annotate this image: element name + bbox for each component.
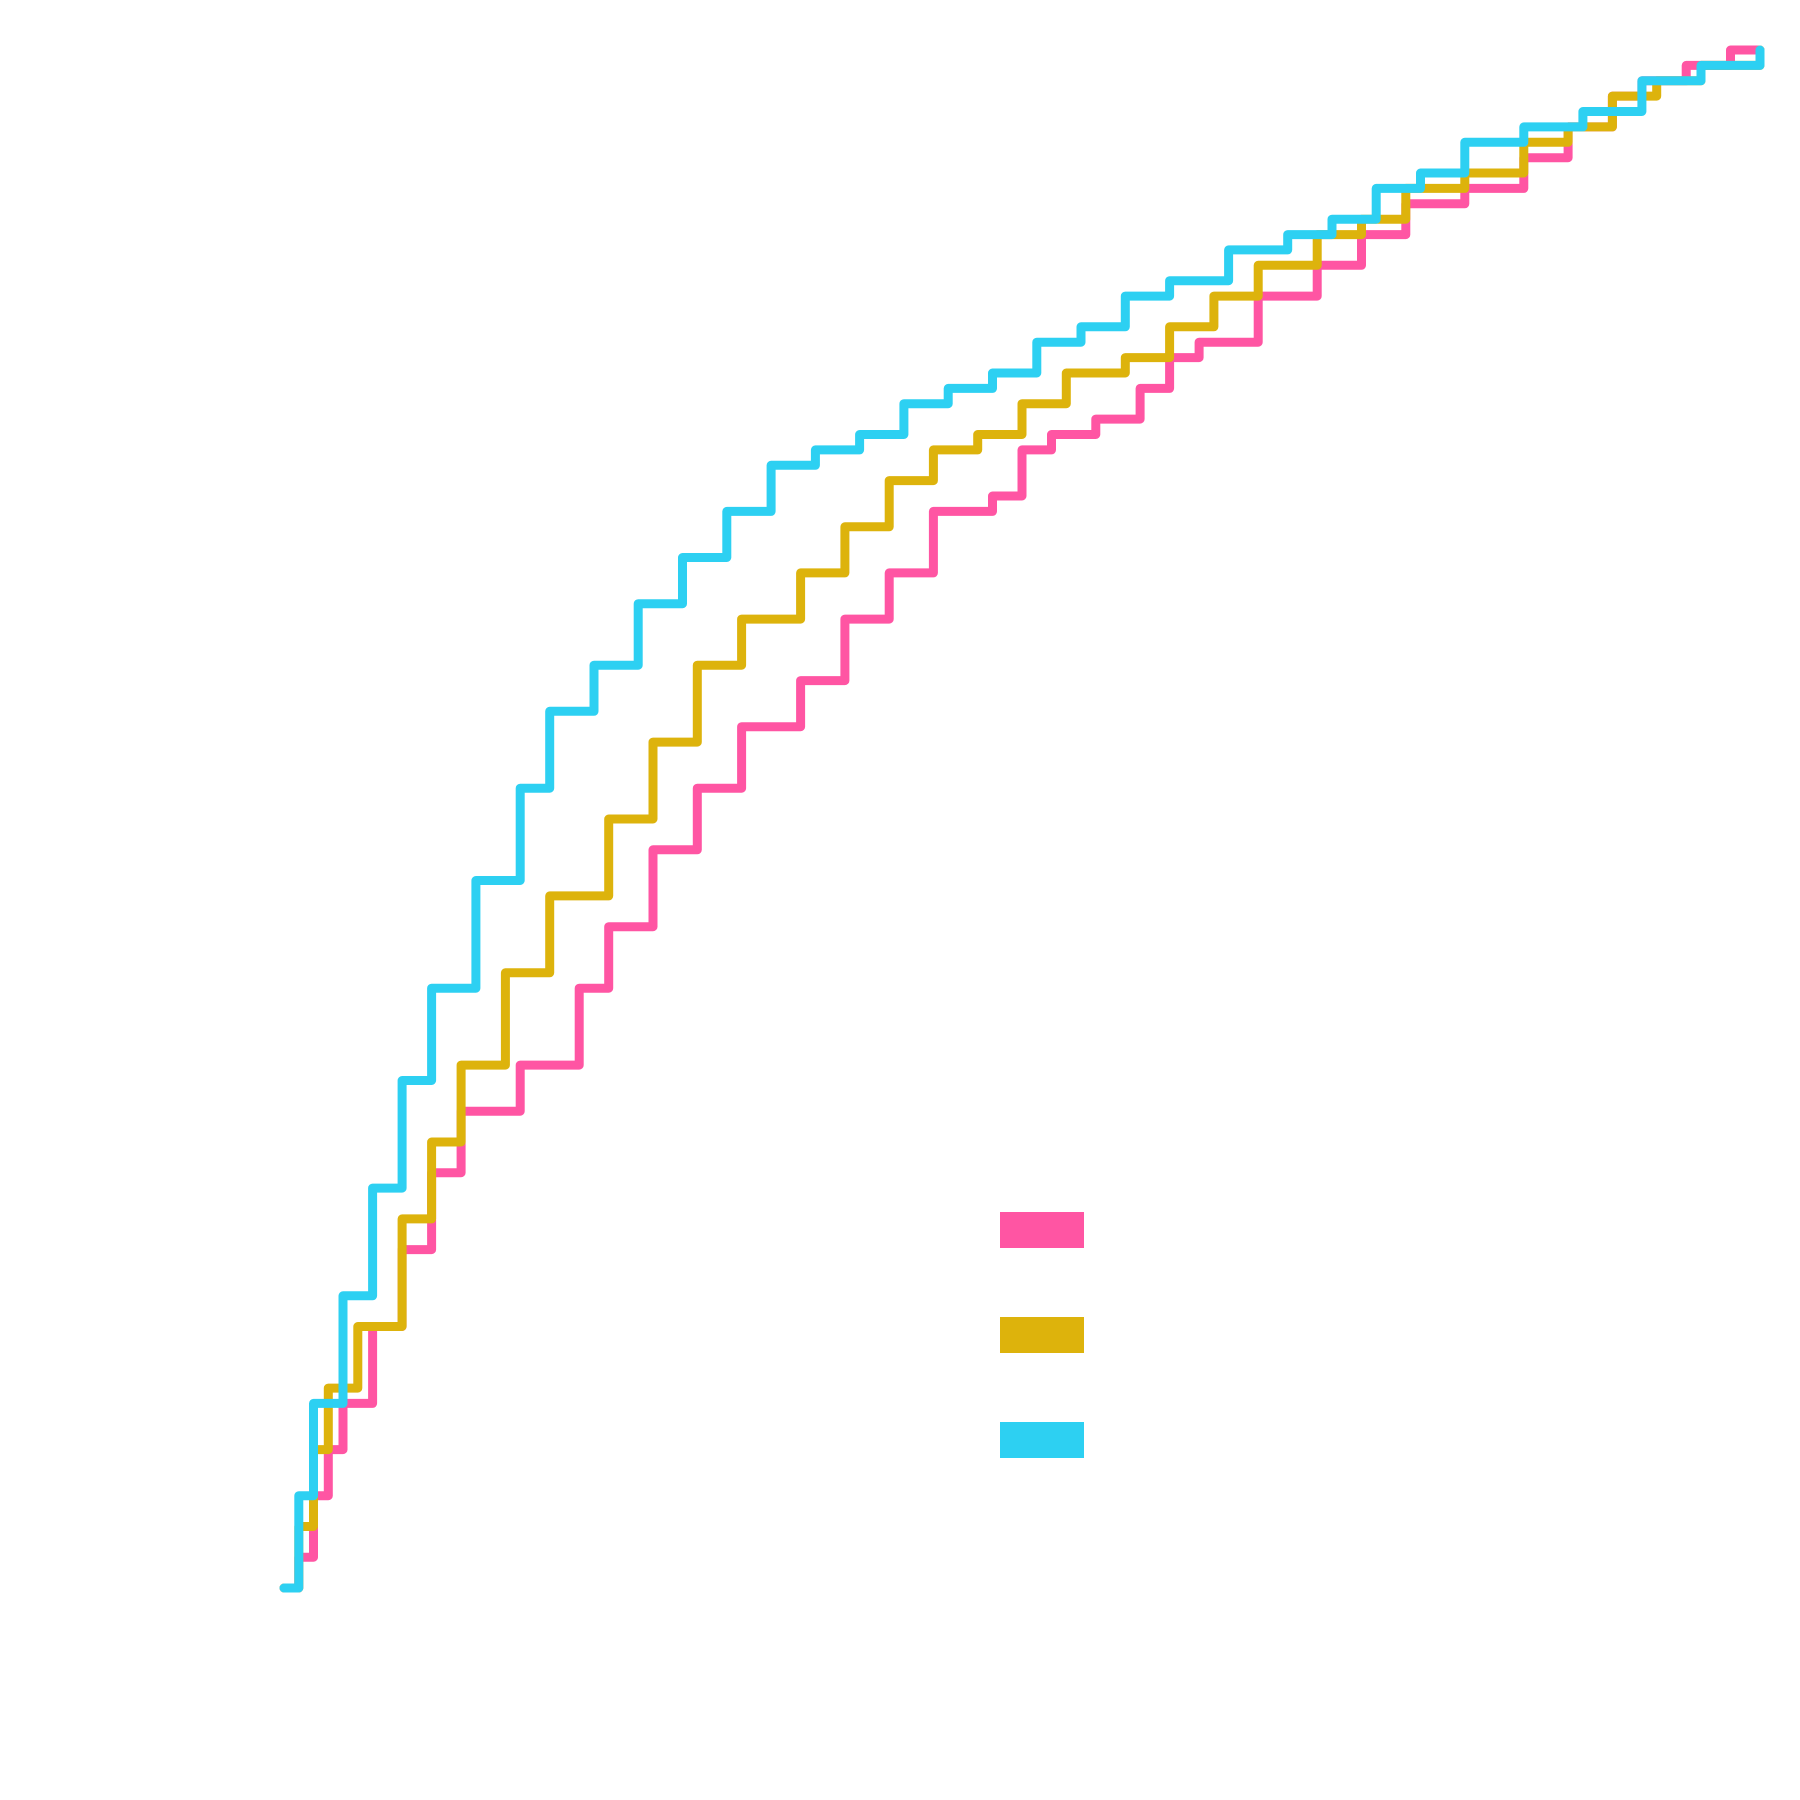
legend-swatch-1 (1000, 1212, 1084, 1248)
series-line-1 (279, 45, 1765, 1593)
legend-swatch-2 (1000, 1317, 1084, 1353)
legend-swatch-3 (1000, 1422, 1084, 1458)
series-layer (279, 45, 1765, 1593)
legend (1000, 1212, 1084, 1458)
series-line-2 (279, 45, 1765, 1593)
series-line-3 (279, 45, 1765, 1593)
